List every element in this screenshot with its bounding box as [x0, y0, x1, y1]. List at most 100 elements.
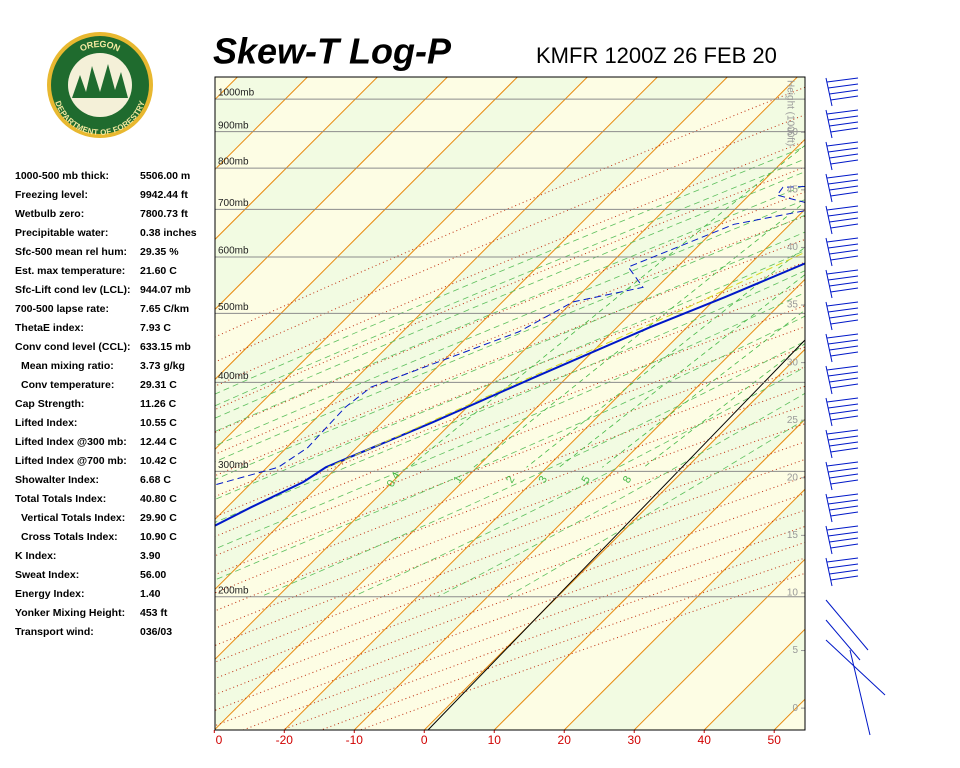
barb-flag [828, 563, 859, 569]
stat-value: 40.80 C [140, 493, 177, 505]
stat-value: 10.90 C [140, 531, 177, 543]
barb-flag [828, 211, 859, 217]
y-tick-label: 700mb [218, 198, 249, 209]
y2-tick-label: 30 [787, 357, 799, 368]
stat-label: ThetaE index: [15, 322, 84, 334]
isotherm [353, 278, 805, 730]
barb-staff [825, 141, 833, 171]
isotherm [215, 77, 658, 521]
barb-flag [826, 397, 859, 403]
stat-label: Yonker Mixing Height: [15, 607, 126, 619]
logo: OREGON DEPARTMENT OF FORESTRY [47, 32, 153, 138]
y-tick-label: 800mb [218, 157, 249, 168]
isotherm [215, 138, 805, 730]
stat-label: Showalter Index: [15, 474, 100, 486]
barb-flag [829, 281, 859, 287]
overlay: 0.4 1 2 3 5 81000mb900mb800mb700mb600mb500mb4… [213, 80, 805, 747]
mixing-ratio-line [558, 274, 805, 468]
stat-label: Conv temperature: [21, 379, 115, 391]
reference-line [427, 339, 805, 730]
isotherm [215, 77, 378, 241]
moist-adiabat [215, 214, 805, 463]
y-tick-label: 900mb [218, 120, 249, 131]
sounding-line [327, 251, 805, 468]
barb-flag [829, 569, 859, 575]
mixing-ratio-label: 3 [537, 474, 550, 485]
stat-value: 7.65 C/km [140, 303, 190, 315]
barb-flag [828, 147, 859, 153]
dry-adiabat [215, 385, 805, 612]
stat-value: 6.68 C [140, 474, 171, 486]
isotherm [215, 77, 588, 451]
barb-flag [830, 447, 859, 453]
mixing-ratio-label: 2 [504, 474, 517, 485]
y2-tick-label: 45 [787, 185, 799, 196]
barb-flag [828, 275, 859, 281]
barb-flag [830, 543, 859, 549]
y2-tick-label: 0 [792, 703, 798, 714]
stat-value: 29.31 C [140, 379, 177, 391]
barb-staff [825, 109, 833, 139]
x-tick-label: 50 [768, 733, 782, 747]
barb-flag [826, 109, 859, 115]
moist-adiabat [215, 158, 805, 407]
y2-axis-label: Height (1000ft) [784, 80, 795, 146]
stat-label: Freezing level: [15, 189, 88, 201]
stat-label: Cross Totals Index: [21, 531, 118, 543]
stat-label: 1000-500 mb thick: [15, 170, 109, 182]
barb-staff [825, 461, 833, 491]
stat-label: Cap Strength: [15, 398, 85, 410]
moist-adiabat [215, 199, 805, 447]
isotherm [215, 77, 518, 381]
barb-flag [828, 371, 859, 377]
plot-frame [214, 76, 806, 731]
barb-staff [825, 365, 833, 395]
moist-adiabat [506, 419, 805, 598]
barb-flag [830, 127, 859, 133]
mixing-ratio-line [473, 201, 805, 468]
stat-value: 036/03 [140, 626, 173, 638]
stat-value: 10.55 C [140, 417, 177, 429]
barb-flag [830, 319, 859, 325]
barb-flag [828, 403, 859, 409]
barb-flag [828, 83, 859, 89]
barb-flag [826, 205, 859, 211]
stat-label: Sweat Index: [15, 569, 80, 581]
dry-adiabat [215, 140, 805, 387]
stat-value: 29.35 % [140, 246, 179, 258]
stat-value: 29.90 C [140, 512, 177, 524]
moist-adiabat [215, 292, 805, 550]
stat-value: 633.15 mb [140, 341, 191, 353]
barb-staff [825, 77, 833, 107]
barb-flag [826, 365, 859, 371]
barb-staff [825, 333, 833, 363]
y2-tick-label: 10 [787, 588, 799, 599]
barb-flag [826, 77, 859, 83]
y-tick-label: 1000mb [218, 88, 255, 99]
y-tick-label: 300mb [218, 460, 249, 471]
barb-staff [825, 639, 886, 696]
isotherm [215, 77, 448, 311]
barb-staff [825, 269, 833, 299]
stat-label: Total Totals Index: [15, 493, 107, 505]
barb-staff [825, 205, 833, 235]
stat-label: Est. max temperature: [15, 265, 126, 277]
logo-top: OREGON [78, 39, 121, 54]
stat-value: 9942.44 ft [140, 189, 188, 201]
y-tick-label: 200mb [218, 585, 249, 596]
barb-flag [828, 435, 859, 441]
barb-flag [826, 429, 859, 435]
barb-flag [830, 95, 859, 101]
isotherm [283, 208, 805, 730]
barb-flag [829, 409, 859, 415]
barb-flag [828, 531, 859, 537]
isotherm [215, 77, 798, 661]
moist-adiabat [215, 231, 805, 480]
x-tick-label: 0 [216, 733, 223, 747]
stat-value: 7800.73 ft [140, 208, 188, 220]
stat-label: K Index: [15, 550, 57, 562]
barb-flag [830, 159, 859, 165]
x-tick-label: 0 [421, 733, 428, 747]
moist-adiabat [215, 146, 805, 395]
isotherm [563, 488, 805, 730]
